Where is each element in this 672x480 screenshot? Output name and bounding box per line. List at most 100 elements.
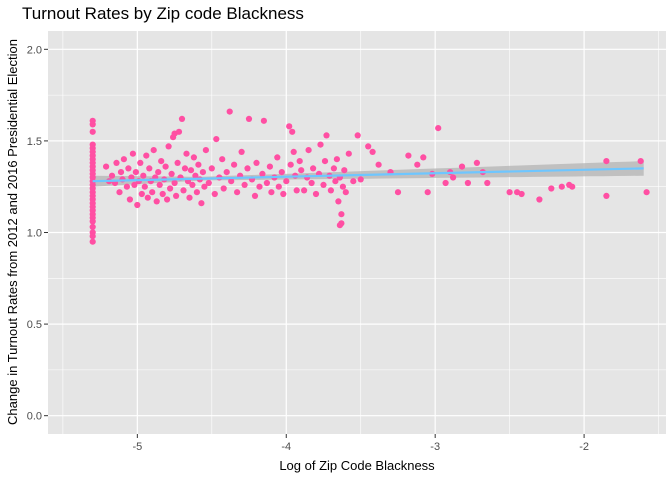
data-point <box>183 150 190 157</box>
data-point <box>193 189 200 196</box>
data-point <box>275 183 282 190</box>
data-point <box>336 222 343 229</box>
data-point <box>211 190 218 198</box>
data-point <box>89 233 96 240</box>
data-point <box>178 115 186 122</box>
data-points <box>89 108 650 245</box>
data-point <box>190 154 197 161</box>
data-point <box>234 189 241 196</box>
data-point <box>158 158 165 165</box>
data-point <box>175 128 183 135</box>
data-point <box>293 187 300 194</box>
data-point <box>238 148 245 155</box>
data-point <box>375 161 382 168</box>
data-point <box>228 178 235 185</box>
data-point <box>199 169 206 176</box>
data-point <box>103 163 110 170</box>
data-point <box>332 178 339 185</box>
data-point <box>251 192 259 199</box>
data-point <box>342 189 349 196</box>
data-point <box>321 158 329 165</box>
data-point <box>290 148 297 155</box>
data-point <box>192 172 199 179</box>
x-tick-label: -5 <box>132 441 142 453</box>
data-point <box>187 167 195 174</box>
y-tick-label: 0.5 <box>27 319 42 331</box>
data-point <box>643 189 650 196</box>
data-point <box>138 190 145 198</box>
data-point <box>89 128 96 135</box>
data-point <box>137 159 144 166</box>
data-point <box>260 117 267 124</box>
data-point <box>424 189 431 196</box>
data-point <box>278 169 285 176</box>
data-point <box>320 181 327 188</box>
x-tick-label: -2 <box>579 441 589 453</box>
data-point <box>569 183 576 190</box>
data-point <box>213 136 220 143</box>
data-point <box>280 190 287 198</box>
data-point <box>89 223 96 231</box>
data-point <box>120 156 127 163</box>
data-point <box>338 211 345 218</box>
y-tick-label: 1.5 <box>27 136 42 148</box>
data-point <box>181 165 189 172</box>
data-point <box>268 189 275 196</box>
data-point <box>220 185 227 192</box>
data-point <box>323 132 330 139</box>
data-point <box>548 185 555 192</box>
data-point <box>473 159 480 166</box>
data-point <box>89 121 96 128</box>
data-point <box>603 192 610 199</box>
trend-line-layer <box>92 167 644 183</box>
data-point <box>149 189 156 196</box>
data-point <box>162 163 169 170</box>
data-point <box>156 181 163 188</box>
data-point <box>143 152 150 159</box>
data-point <box>369 148 376 155</box>
data-point <box>164 196 171 203</box>
data-point <box>317 141 324 148</box>
data-point <box>116 189 123 196</box>
data-point <box>335 198 342 205</box>
data-point <box>327 187 334 194</box>
data-point <box>298 167 305 174</box>
data-point <box>603 158 610 165</box>
data-point <box>405 152 412 159</box>
data-point <box>89 238 96 245</box>
data-point <box>134 201 141 209</box>
data-point <box>219 156 226 163</box>
data-point <box>89 218 96 225</box>
data-point <box>198 200 205 207</box>
data-point <box>180 187 187 194</box>
data-point <box>289 128 296 135</box>
data-point <box>208 165 215 172</box>
y-axis-label: Change in Turnout Rates from 2012 and 20… <box>5 39 20 425</box>
y-tick-label: 2.0 <box>27 44 42 56</box>
data-point <box>117 169 125 176</box>
y-axis-ticks: 0.0 0.5 1.0 1.5 2.0 <box>27 44 48 423</box>
data-point <box>637 158 644 165</box>
data-point <box>266 163 273 170</box>
data-point <box>126 196 133 203</box>
data-point <box>286 123 293 130</box>
data-point <box>123 183 130 190</box>
data-point <box>167 185 174 192</box>
data-point <box>132 169 139 176</box>
x-tick-label: -4 <box>281 441 291 453</box>
y-tick-label: 1.0 <box>27 228 42 240</box>
data-point <box>339 183 346 190</box>
data-point <box>223 169 230 176</box>
data-point <box>241 181 248 188</box>
data-point <box>186 194 193 201</box>
data-point <box>165 143 172 150</box>
data-point <box>296 158 303 165</box>
data-point <box>458 163 466 170</box>
grid-major <box>48 31 666 434</box>
data-point <box>506 189 513 196</box>
x-axis-label: Log of Zip Code Blackness <box>279 458 435 473</box>
data-point <box>365 143 372 150</box>
data-point <box>231 161 238 168</box>
